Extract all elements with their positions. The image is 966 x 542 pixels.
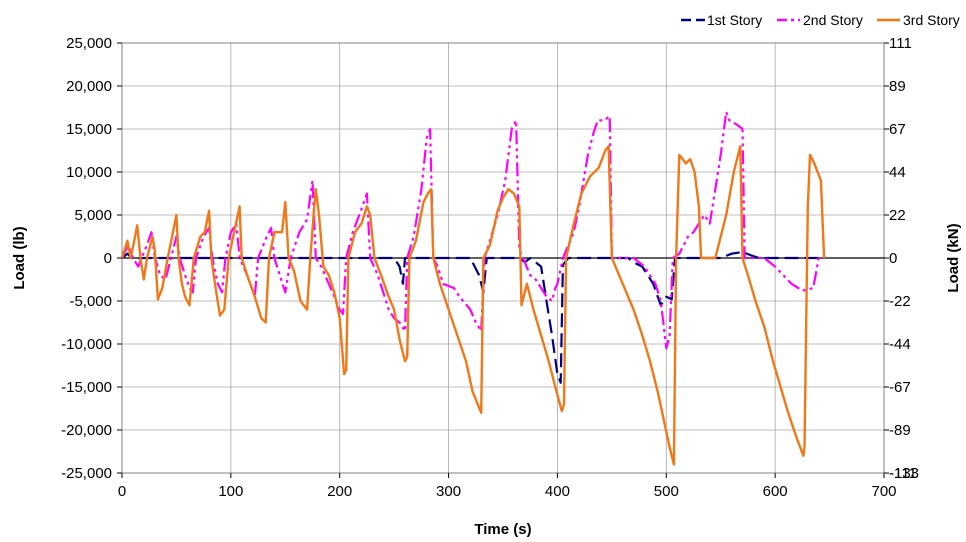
- y2-axis-title: Load (kN): [945, 223, 962, 292]
- series-line-1st-story: [121, 250, 825, 384]
- legend-label-1st-story: 1st Story: [707, 12, 762, 28]
- x-tick-label: 300: [436, 483, 461, 500]
- y-tick-label: 20,000: [66, 78, 112, 95]
- y-tick-label: 5,000: [74, 207, 112, 224]
- x-tick-label: 700: [871, 483, 896, 500]
- x-axis-title: Time (s): [474, 521, 531, 538]
- y2-tick-label: -22: [889, 293, 911, 310]
- y-tick-label: 0: [104, 250, 112, 267]
- legend-label-3rd-story: 3rd Story: [903, 12, 960, 28]
- x-tick-label: 500: [654, 483, 679, 500]
- y-tick-label: -25,000: [61, 465, 112, 482]
- y-tick-label: -5,000: [69, 293, 112, 310]
- legend-item-3rd-story: 3rd Story: [877, 12, 960, 28]
- x-tick-label: 400: [545, 483, 570, 500]
- y2-tick-label: 0: [889, 250, 897, 267]
- y-tick-label: 25,000: [66, 35, 112, 52]
- y2-tick-label: -89: [889, 422, 911, 439]
- x-tick-label: 200: [327, 483, 352, 500]
- series-layer: [120, 110, 826, 466]
- legend-label-2nd-story: 2nd Story: [803, 12, 863, 28]
- y-tick-label: -20,000: [61, 422, 112, 439]
- y-tick-label: 15,000: [66, 121, 112, 138]
- y-tick-label: 10,000: [66, 164, 112, 181]
- x-axis-ticks: 0 100 200 300 400 500 600 700: [118, 473, 897, 500]
- y2-tick-label: 111: [889, 35, 912, 52]
- legend: 1st Story 2nd Story 3rd Story: [681, 12, 960, 28]
- y2-tick-label: -67: [889, 379, 911, 396]
- y-tick-label: -10,000: [61, 336, 112, 353]
- series-line-3rd-story: [120, 145, 826, 466]
- y2-tick-label: -133: [889, 465, 919, 482]
- y2-axis-ticks: -133-111 -89 -67 -44 -22 0 22 44 67 89 111: [884, 35, 919, 482]
- y-axis-title: Load (lb): [11, 226, 28, 289]
- y2-tick-label: 22: [889, 207, 906, 224]
- y-axis-ticks: -25,000 -20,000 -15,000 -10,000 -5,000 0 5,000…: [61, 35, 122, 482]
- y2-tick-label: -111: [889, 465, 917, 482]
- y2-tick-label: 67: [889, 121, 906, 138]
- y2-tick-label: 44: [889, 164, 906, 181]
- x-tick-label: 100: [218, 483, 243, 500]
- legend-item-2nd-story: 2nd Story: [777, 12, 863, 28]
- x-tick-label: 600: [763, 483, 788, 500]
- y2-tick-label: 89: [889, 78, 906, 95]
- y2-tick-label: -44: [889, 336, 911, 353]
- y-tick-label: -15,000: [61, 379, 112, 396]
- legend-item-1st-story: 1st Story: [681, 12, 762, 28]
- x-tick-label: 0: [118, 483, 126, 500]
